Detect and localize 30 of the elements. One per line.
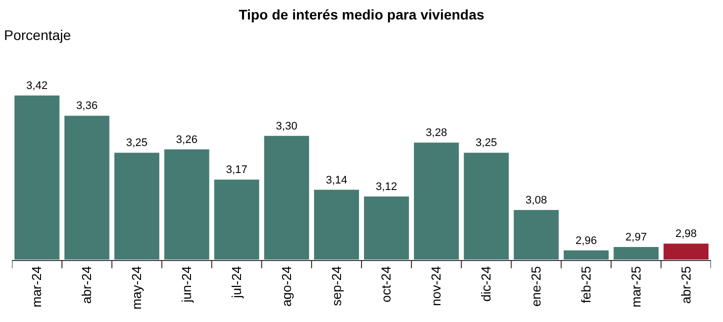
x-tick-label: jun-24 xyxy=(178,266,194,304)
chart-title: Tipo de interés medio para viviendas xyxy=(238,6,485,22)
data-label: 3,17 xyxy=(226,164,248,176)
data-label: 3,26 xyxy=(176,134,198,146)
y-axis-title: Porcentaje xyxy=(4,27,72,43)
x-tick-label: nov-24 xyxy=(428,266,444,306)
x-tick-label: oct-24 xyxy=(378,266,394,302)
x-tick-label: may-24 xyxy=(129,266,144,310)
data-label: 2,97 xyxy=(625,232,647,244)
data-label: 3,25 xyxy=(476,137,498,150)
x-tick-label: abr-24 xyxy=(79,266,94,304)
data-label: 2,96 xyxy=(575,234,597,247)
x-tick-label: feb-25 xyxy=(578,266,594,304)
data-label: 3,12 xyxy=(376,181,398,194)
x-tick-label: ene-25 xyxy=(528,266,544,307)
data-label: 3,36 xyxy=(76,100,98,112)
data-label: 2,98 xyxy=(675,228,697,240)
x-tick-label: jul-24 xyxy=(228,266,244,299)
x-tick-label: abr-25 xyxy=(678,266,694,304)
x-tick-label: mar-24 xyxy=(29,266,44,308)
x-tick-label: ago-24 xyxy=(278,266,294,307)
data-label: 3,25 xyxy=(126,137,148,150)
data-label: 3,14 xyxy=(326,174,348,186)
data-label: 3,30 xyxy=(276,120,298,132)
x-tick-label: sep-24 xyxy=(328,266,344,306)
x-tick-label: dic-24 xyxy=(478,266,494,302)
x-tick-label: mar-25 xyxy=(628,266,644,308)
data-label: 3,08 xyxy=(526,194,547,206)
data-label: 3,42 xyxy=(26,80,48,92)
data-label: 3,28 xyxy=(426,127,448,140)
